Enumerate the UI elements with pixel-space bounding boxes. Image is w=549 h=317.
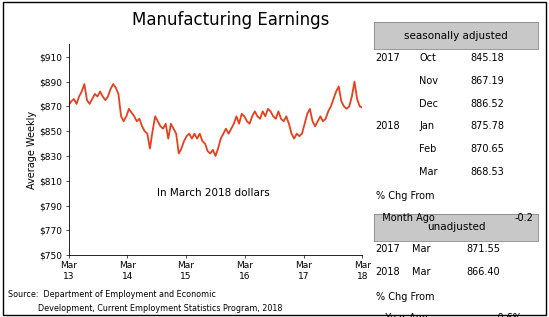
Text: % Chg From: % Chg From [376,292,434,302]
Text: unadjusted: unadjusted [427,222,485,232]
Text: 845.18: 845.18 [470,53,504,63]
Text: seasonally adjusted: seasonally adjusted [405,31,508,41]
Text: 2017: 2017 [376,244,400,255]
Text: % Chg From: % Chg From [376,191,434,202]
Text: 2018: 2018 [376,121,400,132]
Text: Mar: Mar [412,267,430,277]
Text: Development, Current Employment Statistics Program, 2018: Development, Current Employment Statisti… [8,304,283,313]
Text: Feb: Feb [419,144,437,154]
Text: Manufacturing Earnings: Manufacturing Earnings [132,11,329,29]
Text: Month Ago: Month Ago [376,213,434,223]
Text: Year Ago: Year Ago [376,313,427,317]
Text: Source:  Department of Employment and Economic: Source: Department of Employment and Eco… [8,290,216,299]
Text: Oct: Oct [419,53,436,63]
Text: Jan: Jan [419,121,435,132]
Text: 2018: 2018 [376,267,400,277]
Y-axis label: Average Weekly: Average Weekly [26,111,37,189]
Text: -0.2: -0.2 [514,213,533,223]
Text: Nov: Nov [419,76,439,86]
Text: 886.52: 886.52 [470,99,505,109]
Text: 866.40: 866.40 [467,267,500,277]
Text: 868.53: 868.53 [470,167,504,177]
Text: 870.65: 870.65 [470,144,505,154]
Text: Mar: Mar [419,167,438,177]
Text: 2017: 2017 [376,53,400,63]
Text: 867.19: 867.19 [470,76,504,86]
Text: 871.55: 871.55 [467,244,501,255]
Text: 875.78: 875.78 [470,121,505,132]
Text: Mar: Mar [412,244,430,255]
Text: -0.6%: -0.6% [494,313,522,317]
Text: In March 2018 dollars: In March 2018 dollars [157,188,270,198]
Text: Dec: Dec [419,99,439,109]
